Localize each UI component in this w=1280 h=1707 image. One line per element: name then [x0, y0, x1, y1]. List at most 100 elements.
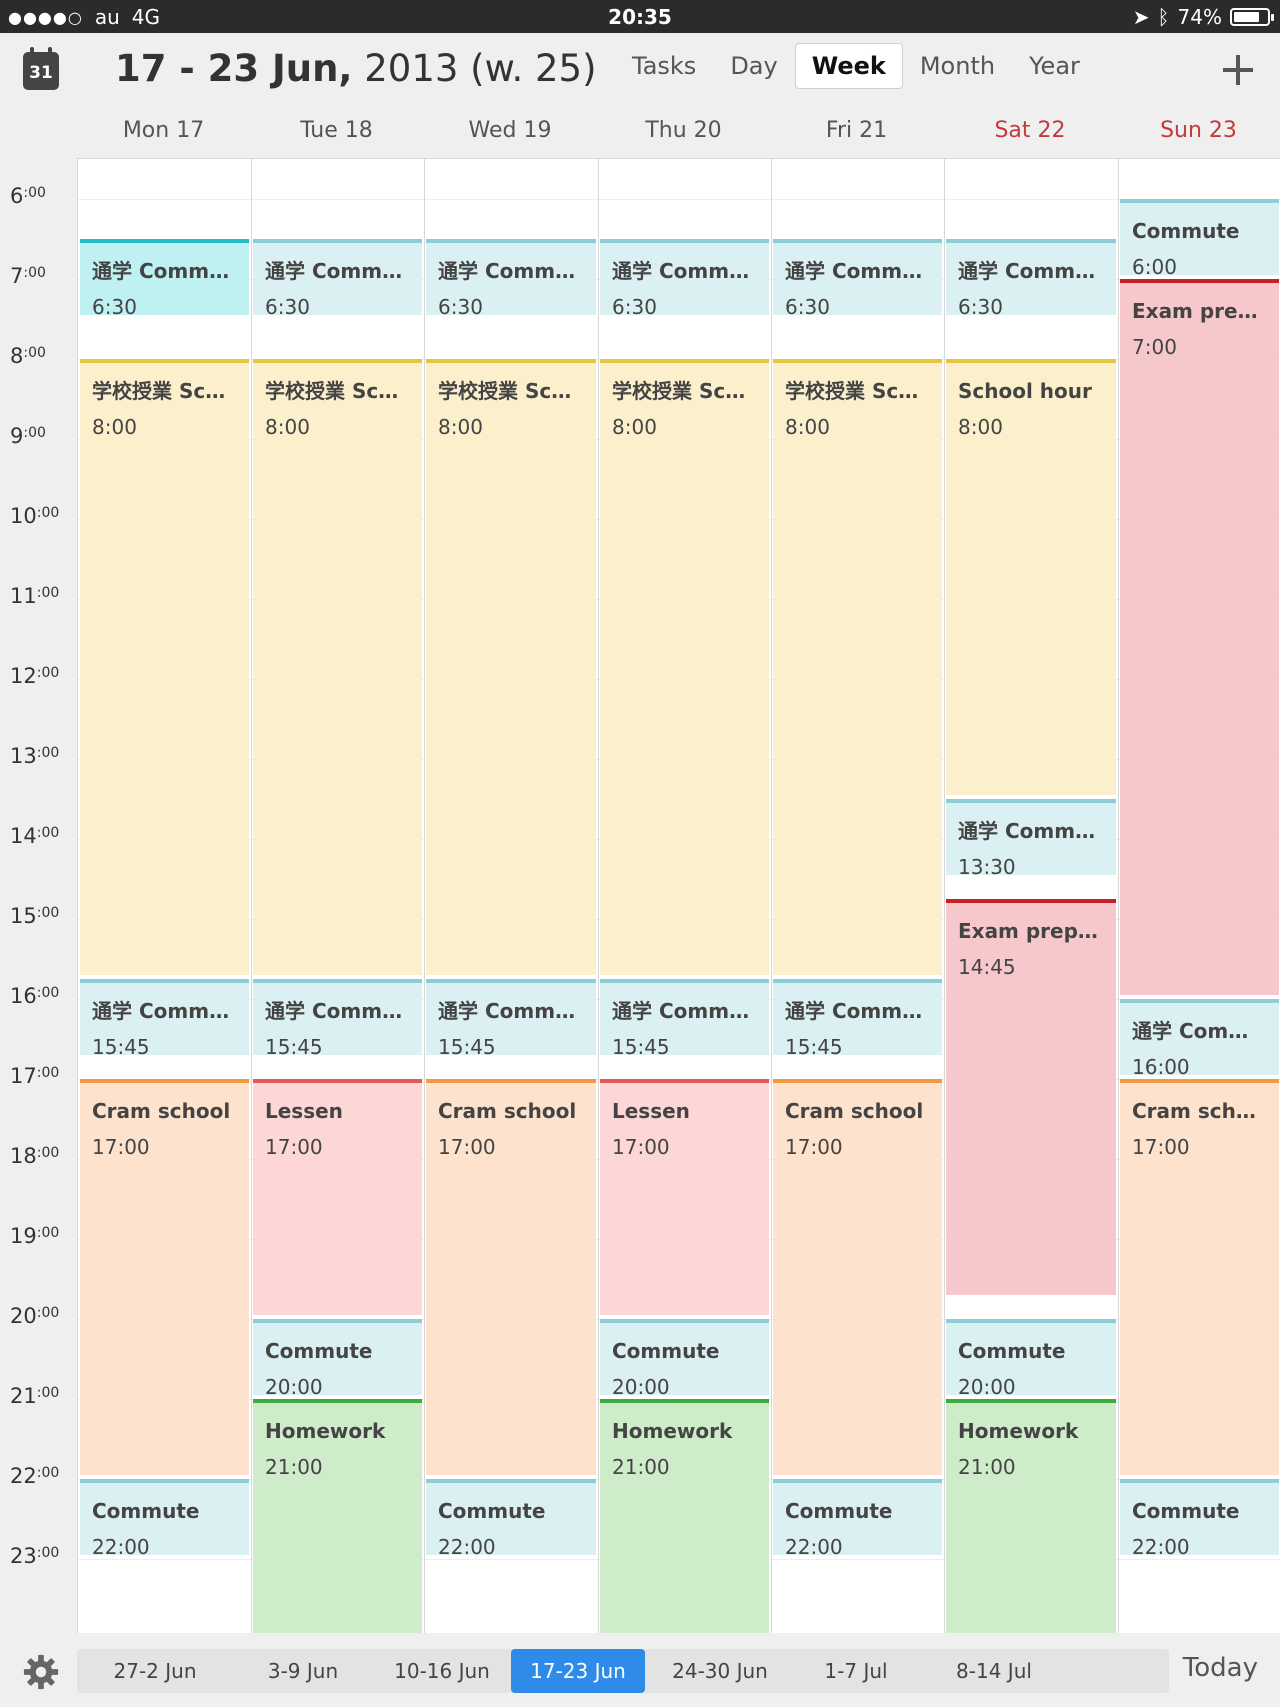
event-title: 通学 Commute — [612, 999, 757, 1023]
page-title: 17 - 23 Jun, 2013 (w. 25) — [115, 47, 597, 90]
event-lessen[interactable]: Lessen 17:00 — [253, 1079, 422, 1315]
event-commute[interactable]: Commute 20:00 — [600, 1319, 769, 1395]
event-commute[interactable]: Commute 20:00 — [253, 1319, 422, 1395]
add-event-button[interactable] — [1221, 53, 1255, 87]
day-header-5[interactable]: Sat 22 — [994, 118, 1066, 143]
hour-label: 9:00 — [10, 424, 46, 448]
today-button[interactable]: Today — [1182, 1653, 1258, 1683]
week-option[interactable]: 17-23 Jun — [511, 1649, 645, 1693]
event-title: 学校授業 Sch... — [785, 379, 930, 403]
event-time: 17:00 — [265, 1135, 323, 1159]
event-cram[interactable]: Cram school 17:00 — [1120, 1079, 1279, 1475]
event-title: 通学 Commute — [265, 259, 410, 283]
hour-label: 12:00 — [10, 664, 59, 688]
week-option[interactable]: 8-14 Jul — [956, 1659, 1032, 1683]
hour-suffix: :00 — [36, 665, 60, 681]
event-school[interactable]: 学校授業 Sch... 8:00 — [773, 359, 942, 975]
event-commute[interactable]: Commute 6:00 — [1120, 199, 1279, 275]
day-header-3[interactable]: Thu 20 — [645, 118, 722, 143]
event-commute[interactable]: Commute 22:00 — [426, 1479, 596, 1555]
day-header-1[interactable]: Tue 18 — [300, 118, 373, 143]
event-commute[interactable]: Commute 20:00 — [946, 1319, 1116, 1395]
event-commute[interactable]: 通学 Commute 15:45 — [773, 979, 942, 1055]
event-title: Cram school — [438, 1099, 577, 1123]
tab-month[interactable]: Month — [919, 52, 996, 80]
week-option[interactable]: 10-16 Jun — [394, 1659, 490, 1683]
event-time: 7:00 — [1132, 335, 1177, 359]
hour-label: 11:00 — [10, 584, 59, 608]
day-header-4[interactable]: Fri 21 — [825, 118, 888, 143]
event-commute[interactable]: 通学 Commute 6:30 — [600, 239, 769, 315]
event-title: 通学 Commute — [958, 819, 1104, 843]
event-title: Cram school — [1132, 1099, 1267, 1123]
week-grid[interactable]: 通学 Commute 6:30 学校授業 Sch... 8:00 通学 Commute 1… — [77, 158, 1280, 1634]
event-time: 17:00 — [612, 1135, 670, 1159]
tab-year[interactable]: Year — [1029, 52, 1080, 80]
event-commute[interactable]: 通学 Commute 6:30 — [253, 239, 422, 315]
event-cram[interactable]: Cram school 17:00 — [80, 1079, 249, 1475]
hour-label: 18:00 — [10, 1144, 59, 1168]
event-commute[interactable]: Commute 22:00 — [80, 1479, 249, 1555]
hour-number: 13 — [10, 744, 37, 768]
settings-gear-icon[interactable] — [22, 1653, 60, 1691]
event-time: 20:00 — [958, 1375, 1016, 1395]
event-commute[interactable]: 通学 Commute 15:45 — [600, 979, 769, 1055]
tab-tasks[interactable]: Tasks — [632, 52, 697, 80]
event-commute[interactable]: 通学 Commute 6:30 — [946, 239, 1116, 315]
event-commute[interactable]: 通学 Commute 16:00 — [1120, 999, 1279, 1075]
signal-strength-icon: ●●●●○ — [8, 7, 83, 27]
day-divider — [251, 159, 252, 1633]
event-title: 通学 Commute — [438, 259, 584, 283]
week-option[interactable]: 1-7 Jul — [824, 1659, 888, 1683]
calendar-icon[interactable]: 31 — [23, 47, 59, 90]
event-exam[interactable]: Exam prep s... 7:00 — [1120, 279, 1279, 995]
event-commute[interactable]: 通学 Commute 15:45 — [253, 979, 422, 1055]
event-commute[interactable]: 通学 Commute 6:30 — [426, 239, 596, 315]
event-title: Commute — [958, 1339, 1066, 1363]
event-lessen[interactable]: Lessen 17:00 — [600, 1079, 769, 1315]
event-title: 通学 Commute — [612, 259, 757, 283]
event-commute[interactable]: 通学 Commute 15:45 — [80, 979, 249, 1055]
day-header-0[interactable]: Mon 17 — [122, 118, 205, 143]
event-title: 学校授業 Sch... — [265, 379, 410, 403]
event-commute[interactable]: 通学 Commute 13:30 — [946, 799, 1116, 875]
hour-label: 22:00 — [10, 1464, 59, 1488]
week-option[interactable]: 27-2 Jun — [113, 1659, 197, 1683]
day-header-6[interactable]: Sun 23 — [1160, 118, 1237, 143]
event-commute[interactable]: Commute 22:00 — [1120, 1479, 1279, 1555]
time-column: 6:00 7:00 8:00 9:00 10:00 11:00 12:00 13:00 14:0… — [0, 158, 77, 1633]
event-homework[interactable]: Homework 21:00 — [946, 1399, 1116, 1634]
day-divider — [424, 159, 425, 1633]
event-school[interactable]: 学校授業 Sch... 8:00 — [80, 359, 249, 975]
hour-number: 22 — [10, 1464, 37, 1488]
event-homework[interactable]: Homework 21:00 — [600, 1399, 769, 1634]
event-time: 8:00 — [265, 415, 310, 439]
event-time: 6:30 — [612, 295, 657, 315]
event-time: 22:00 — [438, 1535, 496, 1555]
event-school[interactable]: 学校授業 Sch... 8:00 — [253, 359, 422, 975]
event-school[interactable]: 学校授業 Sch... 8:00 — [426, 359, 596, 975]
event-school[interactable]: 学校授業 Sch... 8:00 — [600, 359, 769, 975]
event-school[interactable]: School hour 8:00 — [946, 359, 1116, 795]
week-option[interactable]: 3-9 Jun — [267, 1659, 339, 1683]
tab-week[interactable]: Week — [794, 43, 903, 89]
event-time: 16:00 — [1132, 1055, 1190, 1075]
day-divider — [1118, 159, 1119, 1633]
event-homework[interactable]: Homework 21:00 — [253, 1399, 422, 1634]
calendar-icon-day: 31 — [29, 63, 53, 83]
event-commute[interactable]: Commute 22:00 — [773, 1479, 942, 1555]
event-commute[interactable]: 通学 Commute 6:30 — [773, 239, 942, 315]
week-option[interactable]: 24-30 Jun — [672, 1659, 768, 1683]
event-cram[interactable]: Cram school 17:00 — [773, 1079, 942, 1475]
hour-suffix: :00 — [23, 425, 46, 441]
hour-label: 8:00 — [10, 344, 46, 368]
hour-number: 16 — [10, 984, 37, 1008]
event-exam[interactable]: Exam prepar... 14:45 — [946, 899, 1116, 1295]
event-cram[interactable]: Cram school 17:00 — [426, 1079, 596, 1475]
event-title: 通学 Commute — [265, 999, 410, 1023]
event-time: 17:00 — [438, 1135, 496, 1159]
day-header-2[interactable]: Wed 19 — [468, 118, 552, 143]
event-commute[interactable]: 通学 Commute 15:45 — [426, 979, 596, 1055]
tab-day[interactable]: Day — [730, 52, 778, 80]
event-commute-a[interactable]: 通学 Commute 6:30 — [80, 239, 249, 315]
